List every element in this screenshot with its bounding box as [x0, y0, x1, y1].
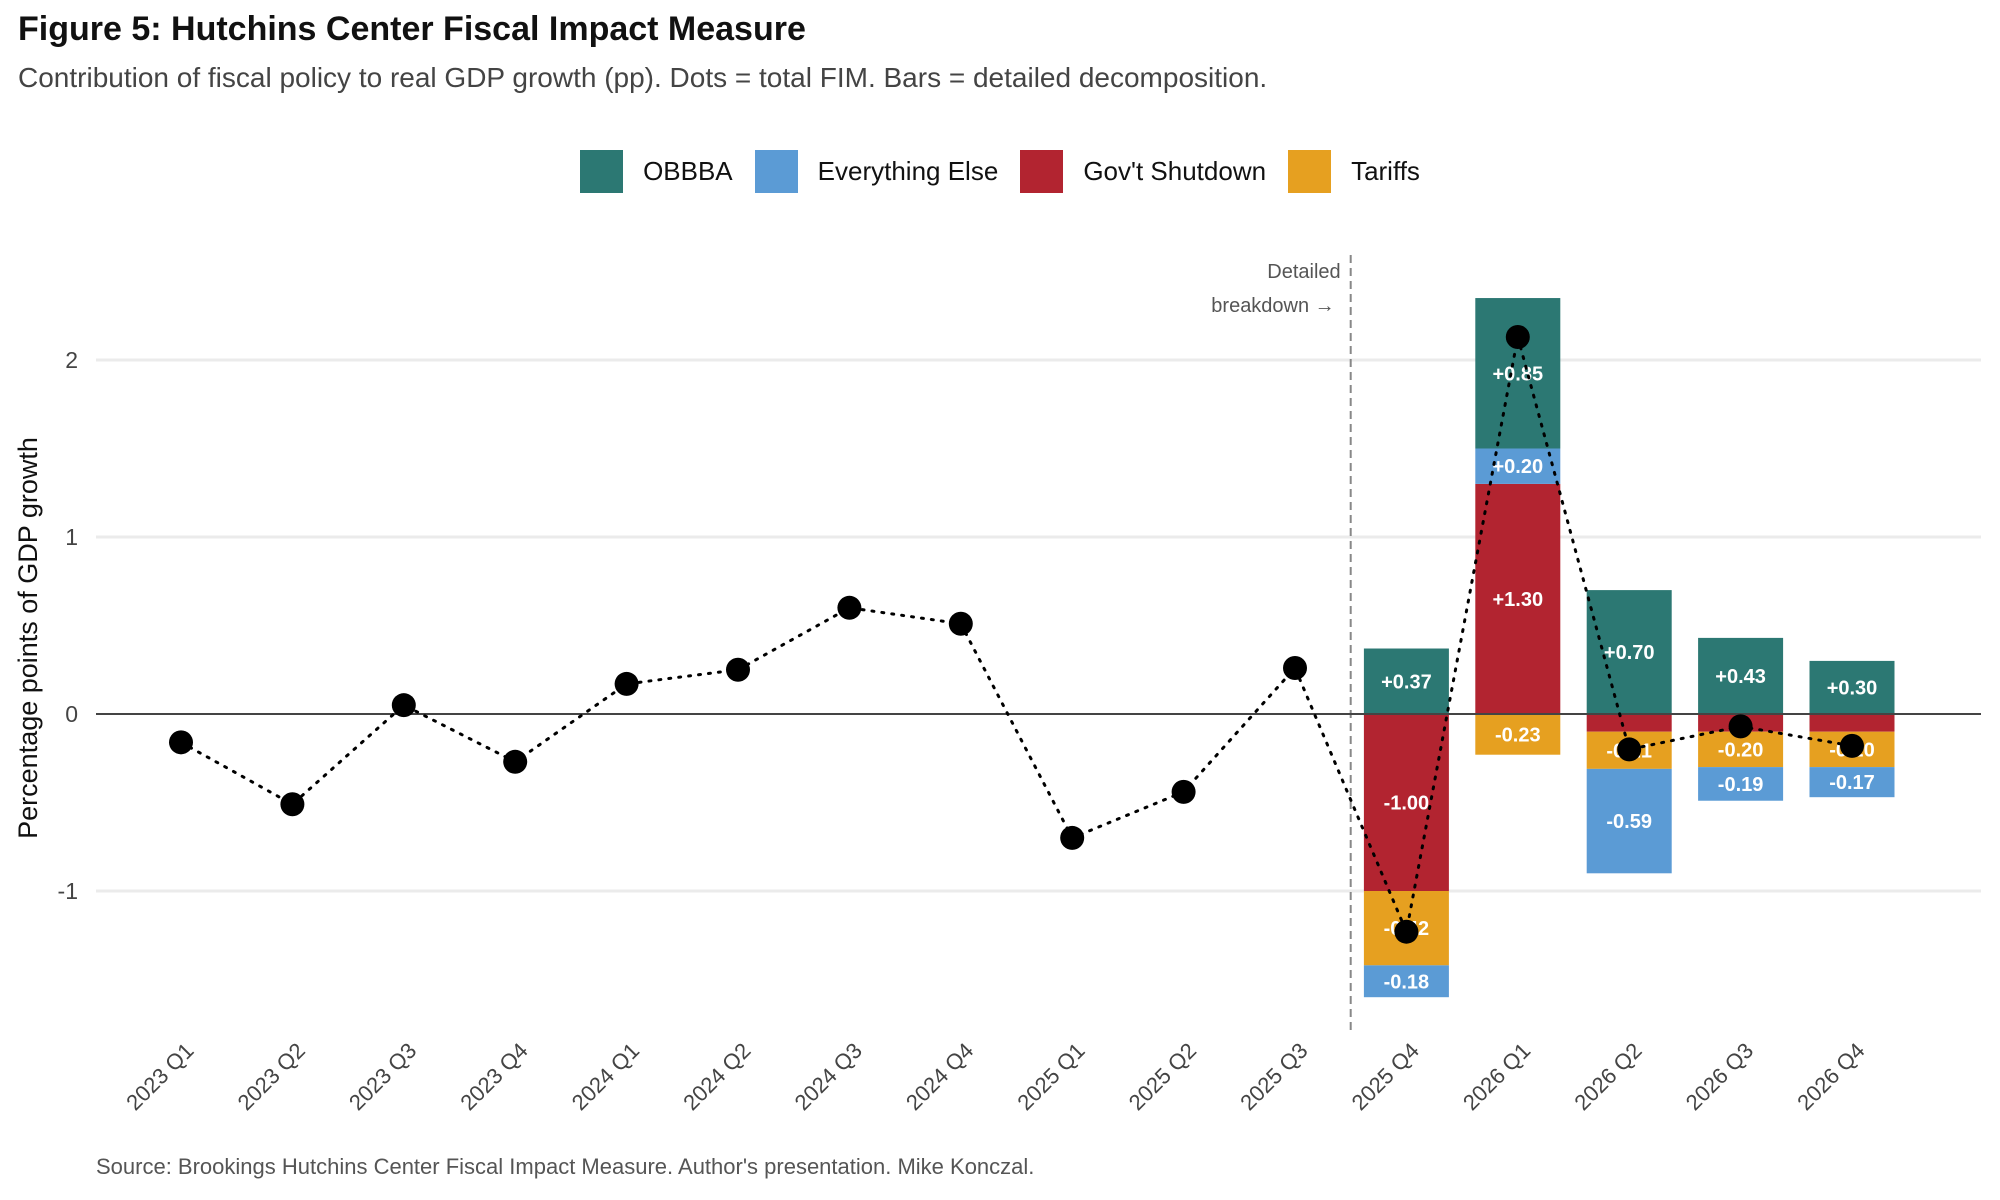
x-tick-label: 2024 Q2 — [678, 1038, 755, 1115]
bar-data-label: -0.59 — [1606, 811, 1652, 833]
total-fim-dot — [614, 671, 639, 696]
legend-item-obbba: OBBBA — [580, 150, 733, 193]
legend-swatch — [1288, 150, 1332, 193]
x-tick-label: 2025 Q3 — [1235, 1038, 1312, 1115]
total-fim-dot — [503, 749, 528, 774]
total-fim-dot — [948, 611, 973, 636]
x-tick-label: 2023 Q2 — [233, 1038, 310, 1115]
total-fim-dot — [1617, 737, 1642, 762]
y-tick-label: -1 — [58, 878, 78, 904]
x-tick-label: 2024 Q1 — [567, 1038, 644, 1115]
total-fim-line — [179, 336, 1854, 937]
total-fim-dot — [1060, 825, 1085, 850]
bar-data-label: +0.70 — [1604, 642, 1655, 664]
legend-swatch — [1020, 150, 1064, 193]
x-tick-label: 2025 Q2 — [1124, 1038, 1201, 1115]
total-fim-dot — [1840, 733, 1864, 758]
bar-segment — [1363, 648, 1449, 714]
x-tick-label: 2024 Q3 — [790, 1038, 867, 1115]
total-fim-dot — [169, 730, 193, 755]
bar-data-label: +0.30 — [1827, 677, 1878, 699]
bar-data-label: -0.23 — [1495, 724, 1541, 746]
x-tick-label: 2023 Q4 — [455, 1038, 532, 1115]
bar-data-label: -1.00 — [1384, 793, 1430, 815]
bar-segment — [1809, 767, 1895, 798]
bar-data-label: -0.19 — [1718, 774, 1764, 796]
bar-data-label: -0.20 — [1718, 739, 1764, 761]
x-tick-label: 2023 Q3 — [344, 1038, 421, 1115]
x-tick-label: 2025 Q1 — [1012, 1038, 1089, 1115]
x-tick-label: 2026 Q4 — [1792, 1038, 1869, 1115]
total-fim-dot — [837, 595, 862, 620]
legend-swatch — [580, 150, 624, 193]
bar-segment — [1363, 965, 1449, 998]
chart-title: Figure 5: Hutchins Center Fiscal Impact … — [18, 10, 806, 48]
x-tick-label: 2026 Q3 — [1681, 1038, 1758, 1115]
legend-item-govt-shutdown: Gov't Shutdown — [1020, 150, 1266, 193]
bar-segment — [1363, 714, 1449, 891]
bar-segment — [1586, 590, 1672, 714]
legend: OBBBA Everything Else Gov't Shutdown Tar… — [0, 150, 2000, 193]
total-fim-dot — [1171, 779, 1196, 804]
x-tick-label: 2026 Q1 — [1458, 1038, 1535, 1115]
bar-segment — [1809, 714, 1895, 732]
total-fim-dot — [391, 693, 416, 718]
bar-data-label: +0.37 — [1381, 671, 1432, 693]
legend-label: OBBBA — [643, 156, 733, 186]
legend-label: Gov't Shutdown — [1083, 156, 1267, 186]
total-fim-dot — [1394, 919, 1419, 944]
y-tick-label: 1 — [65, 524, 78, 550]
bar-data-label: +0.20 — [1492, 456, 1543, 478]
chart-subtitle: Contribution of fiscal policy to real GD… — [18, 62, 1268, 93]
total-fim-dot — [1505, 324, 1530, 349]
total-fim-dot — [280, 792, 305, 817]
bar-segment — [1809, 660, 1895, 714]
bar-segment — [1586, 768, 1672, 874]
bar-data-label: -0.18 — [1384, 971, 1430, 993]
bar-segment — [1475, 483, 1561, 714]
bar-segment — [1475, 448, 1561, 484]
legend-label: Tariffs — [1351, 156, 1420, 186]
bar-segment — [1698, 637, 1784, 714]
y-tick-label: 2 — [65, 347, 78, 373]
y-tick-label: 0 — [65, 701, 78, 727]
total-fim-dot — [726, 657, 750, 682]
bar-data-label: +0.43 — [1715, 666, 1766, 688]
x-tick-label: 2024 Q4 — [901, 1038, 978, 1115]
bar-segment — [1475, 714, 1561, 755]
bar-segment — [1698, 767, 1784, 801]
bar-data-label: +0.85 — [1492, 363, 1543, 385]
legend-item-tariffs: Tariffs — [1288, 150, 1420, 193]
x-tick-label: 2026 Q2 — [1569, 1038, 1646, 1115]
total-fim-dot — [1728, 714, 1753, 739]
x-tick-label: 2023 Q1 — [121, 1038, 198, 1115]
legend-swatch — [754, 150, 798, 193]
total-fim-dot — [1283, 655, 1307, 680]
x-tick-label: 2025 Q4 — [1347, 1038, 1424, 1115]
bar-segment — [1586, 714, 1672, 732]
source-note: Source: Brookings Hutchins Center Fiscal… — [96, 1154, 1035, 1179]
legend-label: Everything Else — [817, 156, 999, 186]
bar-segment — [1475, 298, 1561, 449]
bar-data-label: +1.30 — [1492, 589, 1543, 611]
annotation-text: breakdown → — [1211, 295, 1334, 317]
annotation-text: Detailed — [1267, 261, 1340, 283]
bar-data-label: -0.17 — [1829, 772, 1875, 794]
legend-item-everything-else: Everything Else — [754, 150, 999, 193]
y-axis-label: Percentage points of GDP growth — [13, 437, 43, 839]
